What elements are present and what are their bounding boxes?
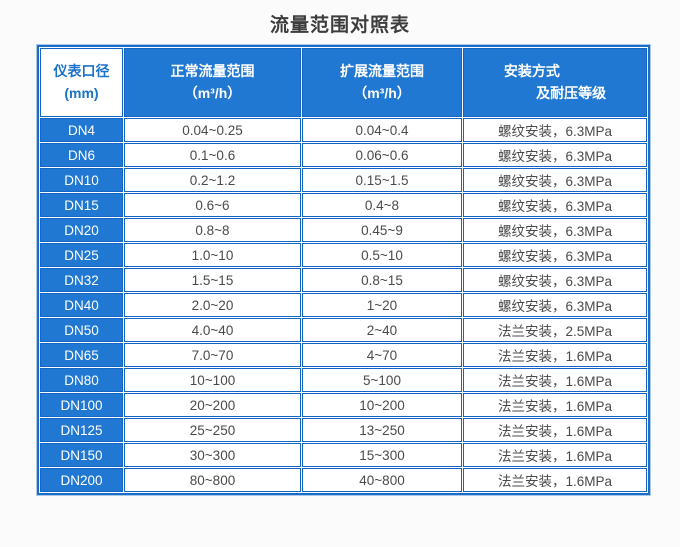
extended-range-cell: 0.04~0.4 [302, 118, 462, 142]
normal-range-cell: 20~200 [124, 393, 301, 417]
extended-range-cell: 2~40 [302, 318, 462, 342]
header-install-line1: 安装方式 [503, 62, 560, 79]
table-row: DN10 0.2~1.2 0.15~1.5 螺纹安装，6.3MPa [40, 168, 647, 192]
normal-range-cell: 2.0~20 [124, 293, 301, 317]
normal-range-cell: 1.0~10 [124, 243, 301, 267]
install-cell: 螺纹安装，6.3MPa [463, 193, 647, 217]
dn-cell: DN6 [40, 143, 123, 167]
extended-range-cell: 0.45~9 [302, 218, 462, 242]
install-cell: 法兰安装，2.5MPa [463, 318, 647, 342]
dn-cell: DN65 [40, 343, 123, 367]
install-cell: 法兰安装，1.6MPa [463, 343, 647, 367]
install-cell: 螺纹安装，6.3MPa [463, 143, 647, 167]
dn-cell: DN200 [40, 468, 123, 492]
table-header: 仪表口径 (mm) 正常流量范围 （m³/h） 扩展流量范围 （m³/h） 安装… [40, 48, 647, 117]
dn-cell: DN10 [40, 168, 123, 192]
header-install-block: 安装方式 及耐压等级 [504, 61, 606, 104]
install-cell: 螺纹安装，6.3MPa [463, 168, 647, 192]
table-row: DN125 25~250 13~250 法兰安装，1.6MPa [40, 418, 647, 442]
normal-range-cell: 0.6~6 [124, 193, 301, 217]
normal-range-cell: 30~300 [124, 443, 301, 467]
install-cell: 螺纹安装，6.3MPa [463, 218, 647, 242]
header-row: 仪表口径 (mm) 正常流量范围 （m³/h） 扩展流量范围 （m³/h） 安装… [40, 48, 647, 117]
install-cell: 螺纹安装，6.3MPa [463, 243, 647, 267]
extended-range-cell: 13~250 [302, 418, 462, 442]
table-row: DN25 1.0~10 0.5~10 螺纹安装，6.3MPa [40, 243, 647, 267]
header-extended-range: 扩展流量范围 （m³/h） [302, 48, 462, 117]
normal-range-cell: 0.2~1.2 [124, 168, 301, 192]
table-row: DN32 1.5~15 0.8~15 螺纹安装，6.3MPa [40, 268, 647, 292]
table-body: DN4 0.04~0.25 0.04~0.4 螺纹安装，6.3MPa DN6 0… [40, 118, 647, 492]
header-diameter-line2: (mm) [64, 84, 99, 101]
header-normal-range: 正常流量范围 （m³/h） [124, 48, 301, 117]
table-row: DN6 0.1~0.6 0.06~0.6 螺纹安装，6.3MPa [40, 143, 647, 167]
dn-cell: DN100 [40, 393, 123, 417]
table-row: DN40 2.0~20 1~20 螺纹安装，6.3MPa [40, 293, 647, 317]
dn-cell: DN32 [40, 268, 123, 292]
dn-cell: DN4 [40, 118, 123, 142]
normal-range-cell: 10~100 [124, 368, 301, 392]
table-row: DN50 4.0~40 2~40 法兰安装，2.5MPa [40, 318, 647, 342]
header-install: 安装方式 及耐压等级 [463, 48, 647, 117]
table-row: DN20 0.8~8 0.45~9 螺纹安装，6.3MPa [40, 218, 647, 242]
header-install-line2: 及耐压等级 [536, 84, 607, 101]
table-row: DN200 80~800 40~800 法兰安装，1.6MPa [40, 468, 647, 492]
install-cell: 螺纹安装，6.3MPa [463, 268, 647, 292]
normal-range-cell: 7.0~70 [124, 343, 301, 367]
dn-cell: DN80 [40, 368, 123, 392]
normal-range-cell: 0.1~0.6 [124, 143, 301, 167]
page-title: 流量范围对照表 [269, 15, 410, 36]
table-row: DN65 7.0~70 4~70 法兰安装，1.6MPa [40, 343, 647, 367]
normal-range-cell: 4.0~40 [124, 318, 301, 342]
install-cell: 法兰安装，1.6MPa [463, 368, 647, 392]
install-cell: 螺纹安装，6.3MPa [463, 293, 647, 317]
header-diameter: 仪表口径 (mm) [40, 48, 123, 117]
extended-range-cell: 1~20 [302, 293, 462, 317]
install-cell: 法兰安装，1.6MPa [463, 443, 647, 467]
normal-range-cell: 0.8~8 [124, 218, 301, 242]
dn-cell: DN150 [40, 443, 123, 467]
extended-range-cell: 5~100 [302, 368, 462, 392]
install-cell: 螺纹安装，6.3MPa [463, 118, 647, 142]
header-normal-line1: 正常流量范围 [170, 62, 255, 79]
extended-range-cell: 4~70 [302, 343, 462, 367]
normal-range-cell: 0.04~0.25 [124, 118, 301, 142]
table-row: DN80 10~100 5~100 法兰安装，1.6MPa [40, 368, 647, 392]
extended-range-cell: 15~300 [302, 443, 462, 467]
install-cell: 法兰安装，1.6MPa [463, 468, 647, 492]
normal-range-cell: 1.5~15 [124, 268, 301, 292]
extended-range-cell: 0.4~8 [302, 193, 462, 217]
dn-cell: DN15 [40, 193, 123, 217]
header-extended-line2: （m³/h） [353, 84, 411, 101]
extended-range-cell: 0.15~1.5 [302, 168, 462, 192]
table-row: DN100 20~200 10~200 法兰安装，1.6MPa [40, 393, 647, 417]
dn-cell: DN50 [40, 318, 123, 342]
dn-cell: DN40 [40, 293, 123, 317]
dn-cell: DN25 [40, 243, 123, 267]
header-extended-line1: 扩展流量范围 [340, 62, 424, 79]
flow-range-table: 仪表口径 (mm) 正常流量范围 （m³/h） 扩展流量范围 （m³/h） 安装… [36, 44, 651, 496]
table-row: DN4 0.04~0.25 0.04~0.4 螺纹安装，6.3MPa [40, 118, 647, 142]
header-diameter-line1: 仪表口径 [53, 62, 110, 79]
normal-range-cell: 25~250 [124, 418, 301, 442]
extended-range-cell: 0.8~15 [302, 268, 462, 292]
extended-range-cell: 0.06~0.6 [302, 143, 462, 167]
normal-range-cell: 80~800 [124, 468, 301, 492]
extended-range-cell: 0.5~10 [302, 243, 462, 267]
extended-range-cell: 10~200 [302, 393, 462, 417]
table-row: DN150 30~300 15~300 法兰安装，1.6MPa [40, 443, 647, 467]
install-cell: 法兰安装，1.6MPa [463, 393, 647, 417]
dn-cell: DN125 [40, 418, 123, 442]
install-cell: 法兰安装，1.6MPa [463, 418, 647, 442]
table-row: DN15 0.6~6 0.4~8 螺纹安装，6.3MPa [40, 193, 647, 217]
extended-range-cell: 40~800 [302, 468, 462, 492]
header-normal-line2: （m³/h） [183, 84, 242, 101]
dn-cell: DN20 [40, 218, 123, 242]
